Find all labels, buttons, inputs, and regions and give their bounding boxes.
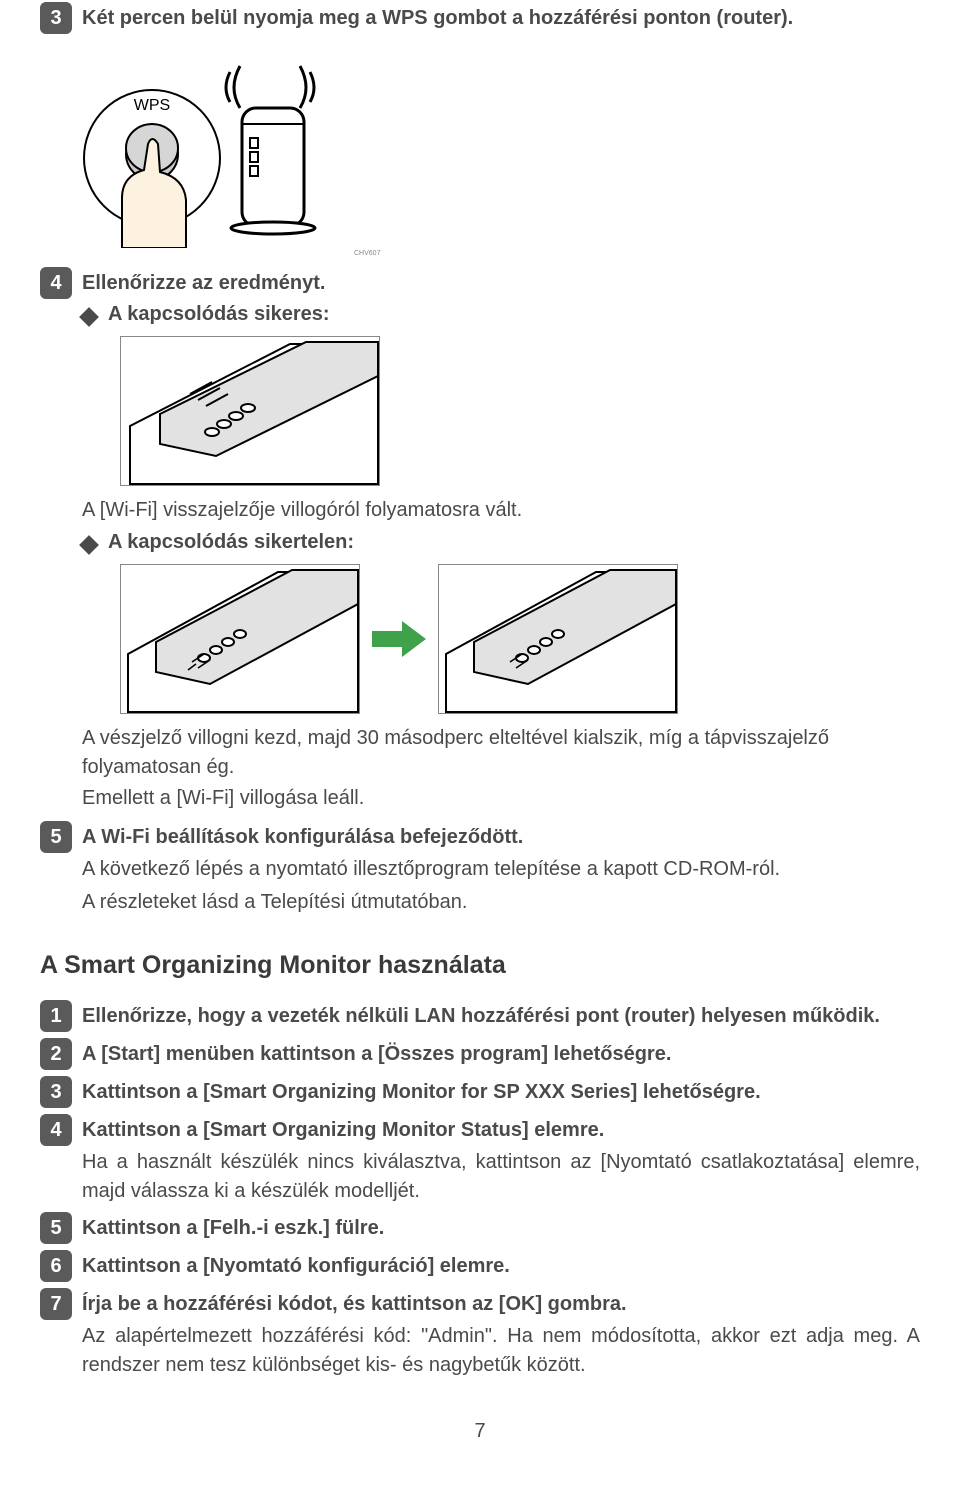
- step-b4: 4 Kattintson a [Smart Organizing Monitor…: [40, 1112, 920, 1206]
- section-heading: A Smart Organizing Monitor használata: [40, 951, 920, 980]
- step-b1: 1 Ellenőrizze, hogy a vezeték nélküli LA…: [40, 998, 920, 1032]
- bullet-fail: A kapcsolódás sikertelen:: [82, 531, 920, 554]
- step-title: A [Start] menüben kattintson a [Összes p…: [82, 1040, 920, 1068]
- illustration-wps-router: WPS: [82, 48, 362, 248]
- step-body: A részleteket lásd a Telepítési útmutató…: [82, 888, 920, 917]
- bullet-label: A kapcsolódás sikeres:: [108, 303, 330, 326]
- step-a5: 5 A Wi-Fi beállítások konfigurálása befe…: [40, 819, 920, 917]
- step-content: Kattintson a [Felh.-i eszk.] fülre.: [82, 1210, 920, 1242]
- fail-detail-2: Emellett a [Wi-Fi] villogása leáll.: [82, 784, 920, 813]
- step-b5: 5 Kattintson a [Felh.-i eszk.] fülre.: [40, 1210, 920, 1244]
- step-badge: 6: [40, 1250, 72, 1282]
- step-content: Ellenőrizze az eredményt. A kapcsolódás …: [82, 265, 920, 326]
- step-body: Ha a használt készülék nincs kiválasztva…: [82, 1148, 920, 1206]
- fail-detail-1: A vészjelző villogni kezd, majd 30 másod…: [82, 724, 920, 782]
- bullet-success: A kapcsolódás sikeres:: [82, 303, 920, 326]
- step-content: A Wi-Fi beállítások konfigurálása befeje…: [82, 819, 920, 917]
- step-badge: 1: [40, 1000, 72, 1032]
- step-title: Ellenőrizze, hogy a vezeték nélküli LAN …: [82, 1002, 920, 1030]
- step-title: Kattintson a [Felh.-i eszk.] fülre.: [82, 1214, 920, 1242]
- step-badge: 7: [40, 1288, 72, 1320]
- step-badge: 5: [40, 821, 72, 853]
- step-b3: 3 Kattintson a [Smart Organizing Monitor…: [40, 1074, 920, 1108]
- router-drawing: [231, 108, 315, 234]
- page-number: 7: [40, 1420, 920, 1443]
- step-title: Kattintson a [Smart Organizing Monitor S…: [82, 1116, 920, 1144]
- step-title: Két percen belül nyomja meg a WPS gombot…: [82, 4, 920, 32]
- step-title: Ellenőrizze az eredményt.: [82, 269, 920, 297]
- step-b7: 7 Írja be a hozzáférési kódot, és kattin…: [40, 1286, 920, 1380]
- step-content: Kattintson a [Smart Organizing Monitor f…: [82, 1074, 920, 1106]
- illustration-printer-fail: [120, 564, 680, 714]
- step-badge: 4: [40, 267, 72, 299]
- step-body: A következő lépés a nyomtató illesztőpro…: [82, 855, 920, 884]
- wps-label: WPS: [134, 97, 170, 114]
- diamond-icon: [79, 307, 99, 327]
- wps-button-drawing: WPS: [84, 90, 220, 248]
- arrow-icon: [372, 619, 426, 659]
- step-content: A [Start] menüben kattintson a [Összes p…: [82, 1036, 920, 1068]
- success-detail: A [Wi-Fi] visszajelzője villogóról folya…: [82, 496, 920, 525]
- bullet-label: A kapcsolódás sikertelen:: [108, 531, 354, 554]
- step-content: Két percen belül nyomja meg a WPS gombot…: [82, 0, 920, 32]
- step-b2: 2 A [Start] menüben kattintson a [Összes…: [40, 1036, 920, 1070]
- illustration-code: CHV607: [354, 250, 920, 257]
- step-content: Kattintson a [Smart Organizing Monitor S…: [82, 1112, 920, 1206]
- step-badge: 3: [40, 2, 72, 34]
- step-title: A Wi-Fi beállítások konfigurálása befeje…: [82, 823, 920, 851]
- wifi-waves: [226, 66, 314, 108]
- step-content: Ellenőrizze, hogy a vezeték nélküli LAN …: [82, 998, 920, 1030]
- step-content: Kattintson a [Nyomtató konfiguráció] ele…: [82, 1248, 920, 1280]
- step-content: Írja be a hozzáférési kódot, és kattints…: [82, 1286, 920, 1380]
- step-badge: 5: [40, 1212, 72, 1244]
- step-badge: 2: [40, 1038, 72, 1070]
- step-badge: 3: [40, 1076, 72, 1108]
- illustration-printer-success: [120, 336, 380, 486]
- diamond-icon: [79, 535, 99, 555]
- step-body: Az alapértelmezett hozzáférési kód: "Adm…: [82, 1322, 920, 1380]
- step-b6: 6 Kattintson a [Nyomtató konfiguráció] e…: [40, 1248, 920, 1282]
- step-a4: 4 Ellenőrizze az eredményt. A kapcsolódá…: [40, 265, 920, 326]
- step-title: Kattintson a [Smart Organizing Monitor f…: [82, 1078, 920, 1106]
- step-badge: 4: [40, 1114, 72, 1146]
- step-title: Kattintson a [Nyomtató konfiguráció] ele…: [82, 1252, 920, 1280]
- step-a3: 3 Két percen belül nyomja meg a WPS gomb…: [40, 0, 920, 34]
- step-title: Írja be a hozzáférési kódot, és kattints…: [82, 1290, 920, 1318]
